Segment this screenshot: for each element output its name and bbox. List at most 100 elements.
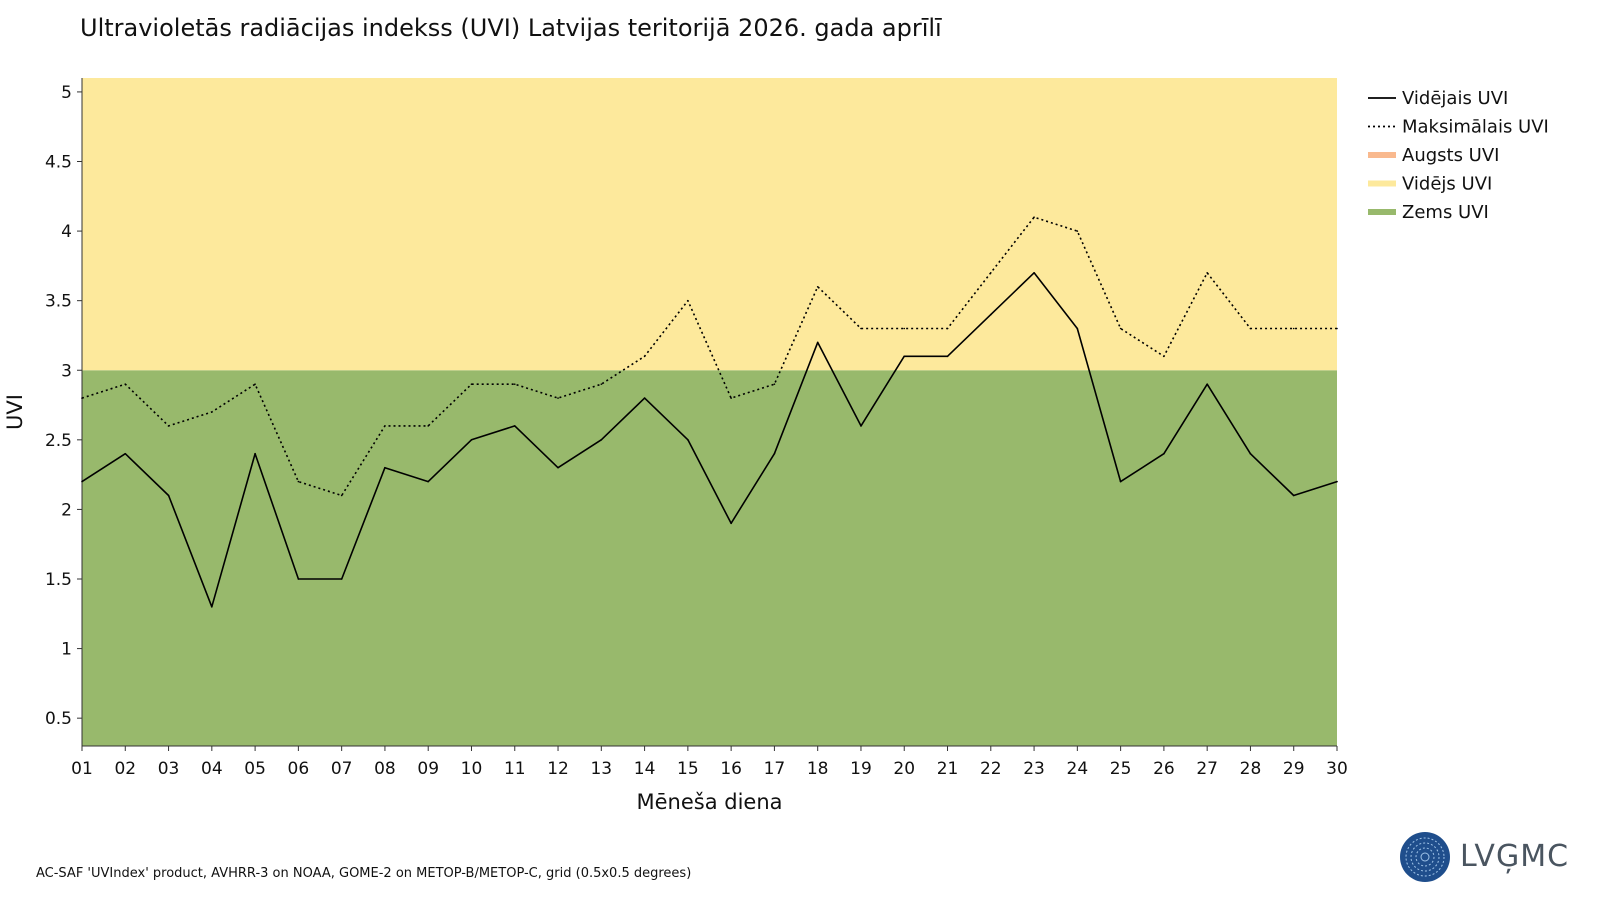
y-tick-label: 4.5: [45, 153, 72, 173]
x-tick-label: 29: [1283, 759, 1305, 779]
x-tick-label: 07: [331, 759, 353, 779]
data-point: [1336, 327, 1338, 330]
x-tick-label: 01: [71, 759, 93, 779]
x-tick-label: 16: [720, 759, 742, 779]
data-point: [816, 285, 819, 288]
x-tick-label: 20: [893, 759, 915, 779]
y-tick-label: 3: [61, 361, 72, 381]
x-tick-label: 09: [417, 759, 439, 779]
legend-swatch: [1368, 180, 1396, 187]
series-line-0: [81, 271, 1338, 608]
data-point: [687, 299, 689, 302]
data-point: [167, 425, 170, 427]
data-point: [297, 480, 300, 483]
data-point: [470, 383, 473, 385]
data-point: [946, 327, 949, 330]
data-point: [557, 397, 559, 399]
legend-swatch: [1368, 152, 1396, 158]
data-point: [427, 425, 430, 427]
axes: 0.5 1 1.5 2 2.5 3 3.5 4 4.5 5 01 02 03 04 05 06 07 08 09 10…: [45, 78, 1348, 779]
chart-title: Ultravioletās radiācijas indekss (UVI) L…: [80, 14, 942, 42]
legend-label: Vidējs UVI: [1402, 174, 1492, 195]
x-tick-label: 03: [158, 759, 180, 779]
data-point: [1163, 355, 1165, 358]
x-tick-label: 30: [1326, 759, 1348, 779]
data-point: [730, 522, 732, 525]
band-1: [82, 78, 1337, 371]
data-point: [1249, 452, 1252, 455]
data-point: [903, 327, 906, 330]
y-tick-label: 0.5: [45, 709, 72, 729]
data-point: [297, 578, 300, 580]
data-point: [903, 355, 906, 358]
data-point: [1033, 272, 1035, 274]
x-tick-label: 17: [764, 759, 786, 779]
x-tick-label: 18: [807, 759, 829, 779]
x-tick-label: 06: [288, 759, 310, 779]
data-point: [989, 272, 992, 274]
data-point: [384, 466, 386, 469]
legend-label: Vidējais UVI: [1402, 88, 1508, 109]
data-point: [1206, 272, 1208, 274]
data-point: [211, 606, 213, 608]
x-tick-label: 21: [937, 759, 959, 779]
data-point: [427, 480, 430, 483]
data-point: [254, 383, 256, 385]
data-point: [470, 439, 473, 441]
legend: Vidējais UVI Maksimālais UVI Augsts UVI Vid…: [1368, 88, 1549, 223]
data-point: [1336, 480, 1338, 483]
data-point: [81, 480, 83, 483]
logo-wordmark: LVĢMC: [1460, 839, 1570, 874]
data-point: [816, 341, 819, 344]
data-point: [643, 355, 646, 358]
x-tick-label: 04: [201, 759, 223, 779]
data-source-note: AC-SAF 'UVIndex' product, AVHRR-3 on NOA…: [36, 866, 692, 881]
data-point: [124, 383, 127, 385]
y-tick-label: 3.5: [45, 292, 72, 312]
x-tick-label: 11: [504, 759, 526, 779]
legend-swatch: [1368, 209, 1396, 215]
series-line-1: [81, 216, 1337, 497]
uvi-bands: [82, 78, 1337, 746]
x-axis-title: Mēneša diena: [636, 790, 782, 814]
data-point: [1119, 327, 1122, 330]
data-point: [773, 452, 776, 455]
x-tick-label: 14: [634, 759, 656, 779]
data-point: [600, 383, 603, 385]
y-axis-title: UVI: [3, 394, 27, 430]
data-point: [730, 397, 732, 399]
x-tick-label: 22: [980, 759, 1002, 779]
x-tick-label: 05: [244, 759, 266, 779]
data-point: [600, 439, 603, 441]
data-point: [384, 425, 386, 427]
data-point: [1076, 327, 1079, 330]
x-tick-label: 24: [1067, 759, 1089, 779]
y-tick-label: 1: [61, 640, 72, 660]
y-tick-label: 5: [61, 83, 72, 103]
data-point: [124, 452, 127, 455]
data-point: [211, 411, 213, 413]
data-point: [1249, 327, 1252, 330]
x-tick-label: 02: [114, 759, 136, 779]
lvgmc-logo: LVĢMC: [1398, 830, 1578, 884]
x-tick-label: 08: [374, 759, 396, 779]
y-tick-label: 2: [61, 500, 72, 520]
x-tick-label: 13: [590, 759, 612, 779]
data-point: [860, 425, 862, 427]
data-point: [254, 452, 256, 455]
data-point: [989, 313, 992, 316]
data-point: [1119, 480, 1122, 483]
data-point: [1163, 452, 1165, 455]
data-point: [687, 439, 689, 441]
data-point: [557, 466, 559, 469]
data-point: [1033, 216, 1035, 218]
y-tick-label: 1.5: [45, 570, 72, 590]
x-tick-label: 26: [1153, 759, 1175, 779]
x-tick-label: 28: [1240, 759, 1262, 779]
data-point: [167, 494, 170, 497]
legend-label: Augsts UVI: [1402, 145, 1499, 166]
x-tick-label: 12: [547, 759, 569, 779]
data-point: [513, 425, 516, 427]
data-point: [340, 494, 343, 497]
